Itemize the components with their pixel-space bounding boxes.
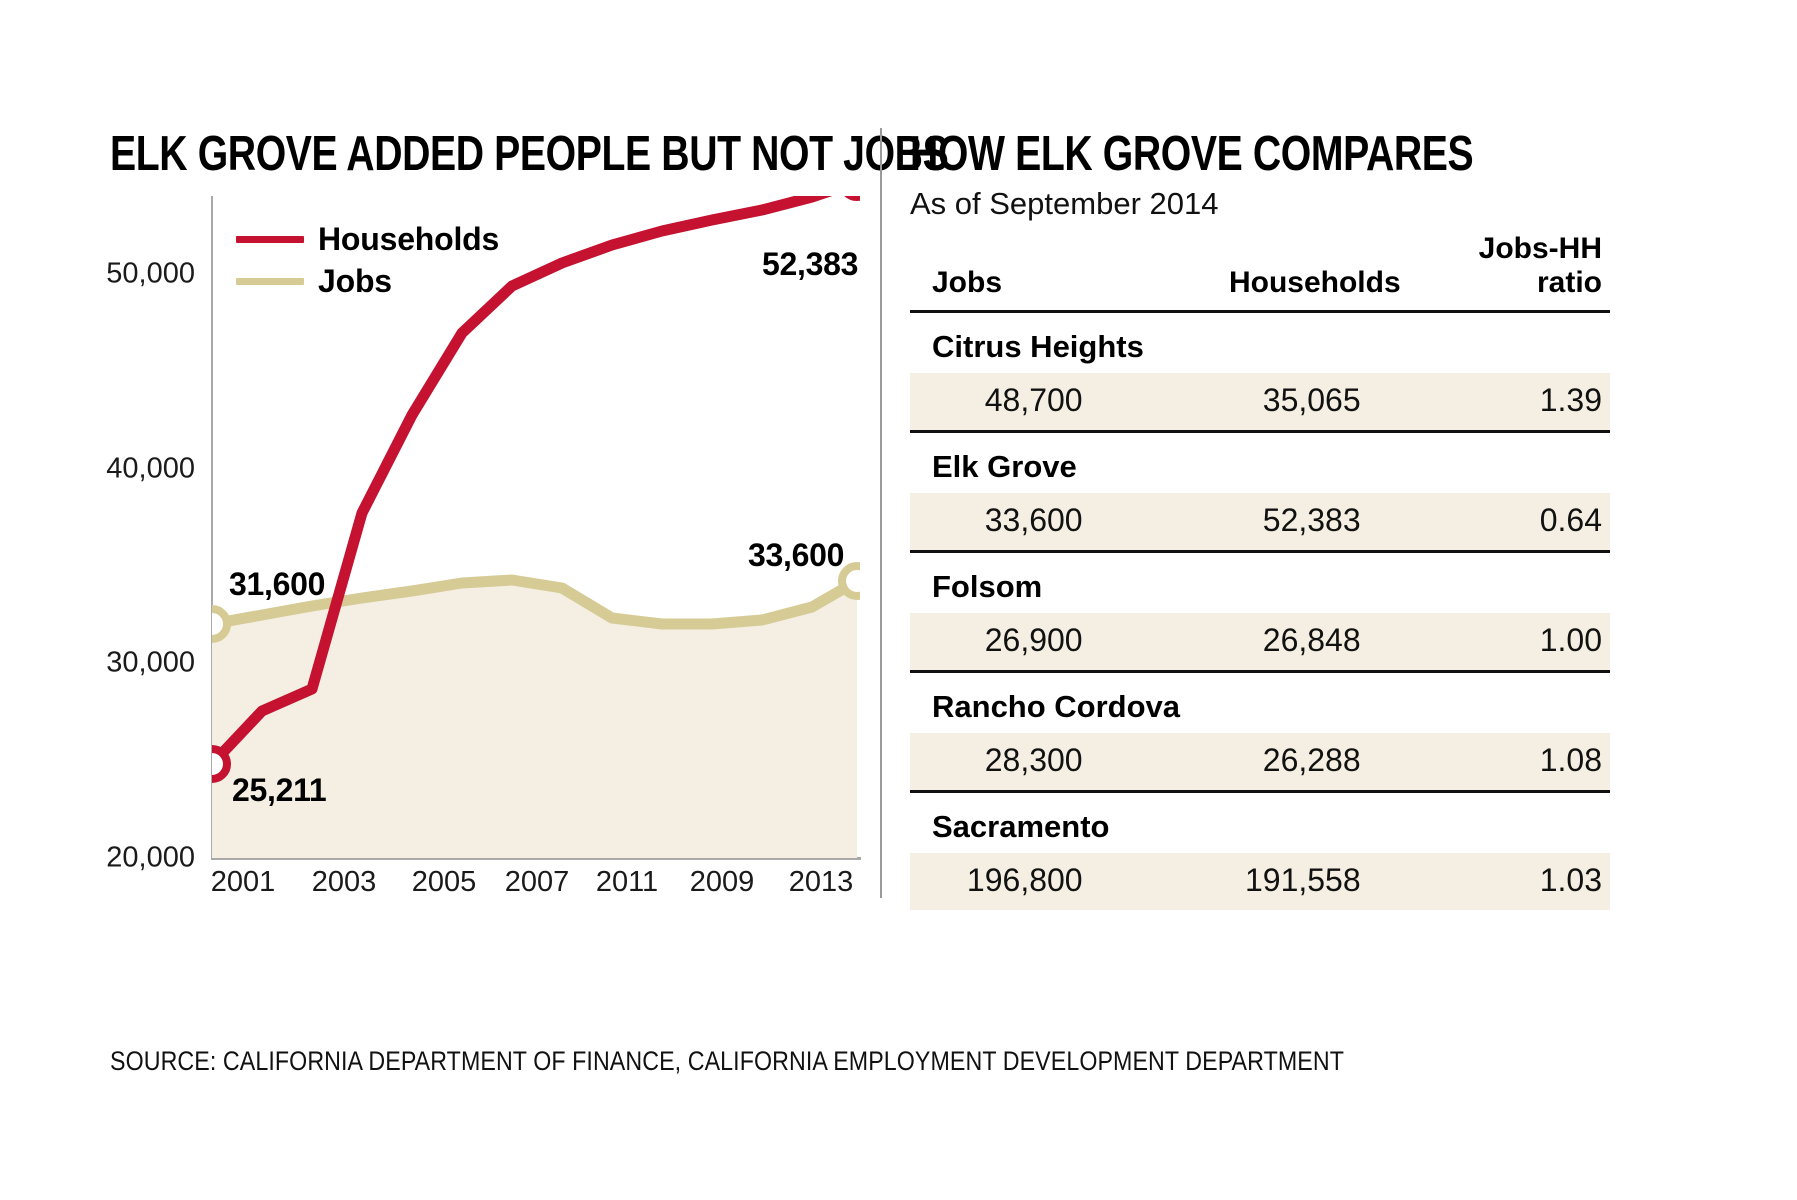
jobs-end-marker (838, 562, 876, 600)
y-tick-30000: 30,000 (106, 646, 195, 679)
comparison-panel: HOW ELK GROVE COMPARES As of September 2… (910, 0, 1610, 1030)
cell-jobs: 26,900 (910, 613, 1141, 673)
legend-item-jobs: Jobs (236, 260, 499, 302)
x-tick-4: 2011 (595, 866, 659, 898)
table-body: Citrus Heights 48,700 35,065 1.39 Elk Gr… (910, 311, 1610, 910)
cell-jobs: 33,600 (910, 493, 1141, 553)
table-subtitle: As of September 2014 (910, 186, 1219, 221)
jobs-start-marker (193, 605, 231, 643)
comparison-table: Jobs Households Jobs-HH ratio Citrus Hei… (910, 232, 1610, 910)
panel-divider (880, 128, 882, 898)
city-label: Citrus Heights (910, 311, 1610, 373)
cell-households: 35,065 (1140, 373, 1401, 433)
x-tick-5: 2009 (689, 866, 755, 898)
cell-ratio: 1.08 (1400, 733, 1610, 793)
y-tick-20000: 20,000 (106, 841, 195, 874)
callout-jobs-start: 31,600 (229, 566, 326, 602)
callout-households-start: 25,211 (232, 772, 327, 808)
column-header-jobs: Jobs (910, 232, 1141, 313)
callout-households-end: 52,383 (762, 246, 859, 282)
column-header-ratio-line1: Jobs-HH (1478, 232, 1602, 265)
cell-ratio: 1.39 (1400, 373, 1610, 433)
cell-households: 52,383 (1140, 493, 1401, 553)
x-tick-1: 2003 (311, 866, 377, 898)
jobs-line (206, 574, 863, 630)
cell-jobs: 28,300 (910, 733, 1141, 793)
chart-panel: ELK GROVE ADDED PEOPLE BUT NOT JOBS 20,0… (0, 0, 948, 1030)
chart-title: ELK GROVE ADDED PEOPLE BUT NOT JOBS (110, 127, 949, 181)
cell-ratio: 0.64 (1400, 493, 1610, 553)
column-header-households: Households (1140, 232, 1401, 313)
table-row: 28,300 26,288 1.08 (910, 733, 1610, 793)
x-tick-3: 2007 (504, 866, 570, 898)
city-name-row: Rancho Cordova (910, 671, 1610, 733)
legend-label-households: Households (318, 220, 500, 257)
legend-label-jobs: Jobs (318, 262, 392, 299)
x-axis-line (211, 857, 861, 860)
cell-ratio: 1.03 (1400, 853, 1610, 910)
cell-households: 26,848 (1140, 613, 1401, 673)
cell-jobs: 48,700 (910, 373, 1141, 433)
city-name-row: Folsom (910, 551, 1610, 613)
x-tick-0: 2001 (210, 866, 276, 898)
x-tick-2: 2005 (411, 866, 477, 898)
city-name-row: Elk Grove (910, 431, 1610, 493)
y-axis-ticks: 20,000 30,000 40,000 50,000 (100, 196, 195, 873)
table-title: HOW ELK GROVE COMPARES (910, 127, 1474, 181)
table-header-row: Jobs Households Jobs-HH ratio (910, 232, 1610, 313)
table-row: 26,900 26,848 1.00 (910, 613, 1610, 673)
source-note: SOURCE: CALIFORNIA DEPARTMENT OF FINANCE… (110, 1046, 1344, 1076)
city-label: Folsom (910, 551, 1610, 613)
table-row: 48,700 35,065 1.39 (910, 373, 1610, 433)
column-header-ratio-line2: ratio (1536, 266, 1602, 299)
plot-area (193, 163, 876, 858)
y-tick-50000: 50,000 (106, 257, 195, 290)
jobs-color-swatch (236, 277, 304, 285)
chart-legend: Households Jobs (236, 218, 499, 302)
city-label: Rancho Cordova (910, 671, 1610, 733)
y-axis-line (211, 196, 213, 858)
callout-jobs-end: 33,600 (748, 537, 845, 573)
x-tick-6: 2013 (788, 866, 854, 898)
cell-households: 191,558 (1140, 853, 1401, 910)
households-start-marker (193, 745, 231, 783)
line-chart-svg (193, 163, 876, 858)
households-line (206, 176, 863, 770)
table-row: 33,600 52,383 0.64 (910, 493, 1610, 553)
city-name-row: Sacramento (910, 791, 1610, 853)
cell-jobs: 196,800 (910, 853, 1141, 910)
households-color-swatch (236, 235, 304, 243)
column-header-ratio: Jobs-HH ratio (1400, 232, 1610, 313)
table-row: 196,800 191,558 1.03 (910, 853, 1610, 910)
city-name-row: Citrus Heights (910, 311, 1610, 373)
y-tick-40000: 40,000 (106, 452, 195, 485)
table-header: Jobs Households Jobs-HH ratio (910, 232, 1610, 313)
households-end-marker (838, 163, 876, 201)
city-label: Elk Grove (910, 431, 1610, 493)
cell-ratio: 1.00 (1400, 613, 1610, 673)
jobs-area-fill (212, 580, 857, 858)
cell-households: 26,288 (1140, 733, 1401, 793)
city-label: Sacramento (910, 791, 1610, 853)
legend-item-households: Households (236, 218, 499, 260)
